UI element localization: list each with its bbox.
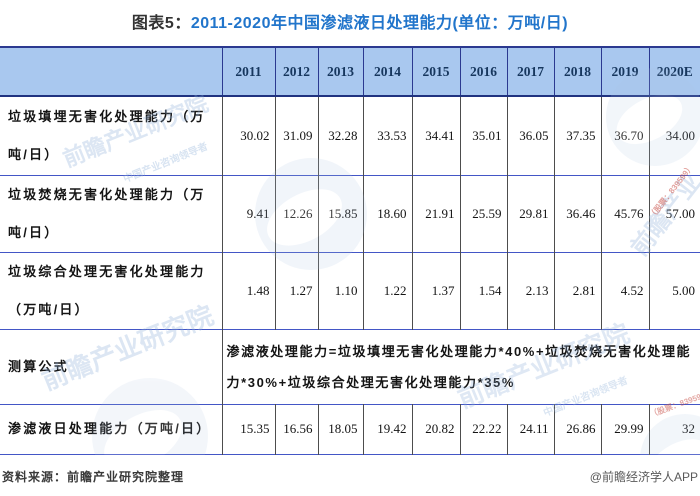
value-cell: 29.81 bbox=[506, 175, 554, 252]
capacity-table-wrap: 前瞻产业研究院 中国产业咨询领导者 前瞻产业研究院 前瞻产业研究院 中国产业咨询… bbox=[0, 46, 700, 455]
value-cell: 25.59 bbox=[459, 175, 507, 252]
value-cell: 19.42 bbox=[362, 404, 412, 454]
value-cell: 34.00 bbox=[648, 96, 700, 175]
value-cell: 12.26 bbox=[274, 175, 318, 252]
year-header-2014: 2014 bbox=[362, 47, 412, 97]
formula-cell: 渗滤液处理能力=垃圾填埋无害化处理能力*40%+垃圾焚烧无害化处理能力*30%+… bbox=[221, 329, 700, 404]
value-cell: 4.52 bbox=[600, 252, 649, 329]
year-header-2019: 2019 bbox=[600, 47, 649, 97]
year-header-2011: 2011 bbox=[221, 47, 275, 97]
table-row: 垃圾焚烧无害化处理能力（万吨/日） 9.41 12.26 15.85 18.60 21.9… bbox=[0, 175, 700, 252]
value-cell: 45.76 bbox=[600, 175, 649, 252]
value-cell: 18.05 bbox=[317, 404, 363, 454]
year-header-2015: 2015 bbox=[411, 47, 460, 97]
row-label: 垃圾综合处理无害化处理能力（万吨/日） bbox=[8, 263, 206, 317]
figure-title: 图表5：2011-2020年中国渗滤液日处理能力(单位：万吨/日) bbox=[0, 13, 700, 35]
value-cell: 31.09 bbox=[274, 96, 318, 175]
value-cell: 15.35 bbox=[221, 404, 275, 454]
table-row: 渗滤液日处理能力（万吨/日） 15.35 16.56 18.05 19.42 20.82 2… bbox=[0, 404, 700, 454]
value-cell: 1.10 bbox=[317, 252, 363, 329]
credit-note: @前瞻经济学人APP bbox=[589, 469, 698, 484]
value-cell: 18.60 bbox=[362, 175, 412, 252]
value-cell: 1.54 bbox=[459, 252, 507, 329]
value-cell: 24.11 bbox=[506, 404, 554, 454]
value-cell: 1.37 bbox=[411, 252, 460, 329]
value-cell: 20.82 bbox=[411, 404, 460, 454]
figure-title-main: 2011-2020年中国渗滤液日处理能力(单位：万吨/日) bbox=[190, 15, 569, 32]
value-cell: 26.86 bbox=[553, 404, 601, 454]
value-cell: 16.56 bbox=[274, 404, 318, 454]
value-cell: 15.85 bbox=[317, 175, 363, 252]
value-cell: 1.27 bbox=[274, 252, 318, 329]
table-row: 测算公式 渗滤液处理能力=垃圾填埋无害化处理能力*40%+垃圾焚烧无害化处理能力*… bbox=[0, 329, 700, 404]
value-cell: 30.02 bbox=[221, 96, 275, 175]
value-cell: 5.00 bbox=[648, 252, 700, 329]
capacity-table: 2011 2012 2013 2014 2015 2016 2017 2018 2019 2020… bbox=[0, 46, 700, 455]
value-cell: 57.00 bbox=[648, 175, 700, 252]
value-cell: 33.53 bbox=[362, 96, 412, 175]
row-label: 垃圾填埋无害化处理能力（万吨/日） bbox=[8, 108, 206, 162]
row-label: 测算公式 bbox=[8, 358, 69, 374]
value-cell: 2.13 bbox=[506, 252, 554, 329]
value-cell: 36.46 bbox=[553, 175, 601, 252]
value-cell: 9.41 bbox=[221, 175, 275, 252]
value-cell: 35.01 bbox=[459, 96, 507, 175]
value-cell: 2.81 bbox=[553, 252, 601, 329]
value-cell: 29.99 bbox=[600, 404, 649, 454]
row-label: 垃圾焚烧无害化处理能力（万吨/日） bbox=[8, 186, 206, 240]
value-cell: 36.70 bbox=[600, 96, 649, 175]
row-label: 渗滤液日处理能力（万吨/日） bbox=[8, 421, 212, 436]
table-header-row: 2011 2012 2013 2014 2015 2016 2017 2018 2019 2020… bbox=[0, 47, 700, 97]
year-header-2013: 2013 bbox=[317, 47, 363, 97]
table-row: 垃圾填埋无害化处理能力（万吨/日） 30.02 31.09 32.28 33.53 34.… bbox=[0, 96, 700, 175]
value-cell: 21.91 bbox=[411, 175, 460, 252]
figure-footer: 资料来源：前瞻产业研究院整理 @前瞻经济学人APP bbox=[0, 468, 700, 485]
year-header-2016: 2016 bbox=[459, 47, 507, 97]
table-corner-cell bbox=[0, 47, 222, 97]
value-cell: 37.35 bbox=[553, 96, 601, 175]
value-cell: 32.28 bbox=[317, 96, 363, 175]
value-cell: 22.22 bbox=[459, 404, 507, 454]
year-header-2020E: 2020E bbox=[648, 47, 700, 97]
table-row: 垃圾综合处理无害化处理能力（万吨/日） 1.48 1.27 1.10 1.22 1.37 1… bbox=[0, 252, 700, 329]
year-header-2012: 2012 bbox=[274, 47, 318, 97]
value-cell: 36.05 bbox=[506, 96, 554, 175]
year-header-2018: 2018 bbox=[553, 47, 601, 97]
source-note: 资料来源：前瞻产业研究院整理 bbox=[2, 469, 185, 484]
value-cell: 1.48 bbox=[221, 252, 275, 329]
value-cell: 1.22 bbox=[362, 252, 412, 329]
value-cell: 32 bbox=[648, 404, 700, 454]
year-header-2017: 2017 bbox=[506, 47, 554, 97]
value-cell: 34.41 bbox=[411, 96, 460, 175]
figure-title-prefix: 图表5： bbox=[131, 15, 191, 32]
